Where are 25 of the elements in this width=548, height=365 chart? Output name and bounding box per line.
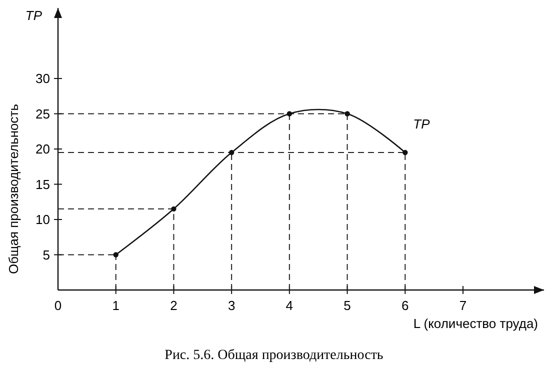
y-tick-label: 15 bbox=[36, 176, 50, 192]
point bbox=[344, 111, 350, 116]
text: Рис. 5.6. Общая производительность bbox=[164, 348, 384, 363]
x-tick-label: 6 bbox=[402, 298, 409, 313]
y-tick-label: 20 bbox=[36, 142, 50, 156]
point bbox=[171, 206, 176, 212]
y-tick-label: 10 bbox=[36, 212, 50, 227]
y-axis-title: Общая производительность bbox=[6, 104, 21, 274]
point bbox=[402, 150, 408, 156]
x-axis-title: L (количество труда) bbox=[413, 316, 538, 331]
x-tick-label: 3 bbox=[228, 298, 236, 313]
x-tick-label: 4 bbox=[286, 298, 294, 313]
y-tick-label: 30 bbox=[36, 71, 50, 86]
y-tick-label: 5 bbox=[42, 247, 50, 262]
text: TP bbox=[25, 8, 42, 23]
x-tick-label: 5 bbox=[344, 298, 351, 313]
x-tick-label: 1 bbox=[112, 298, 120, 313]
x-tick-label: 2 bbox=[170, 298, 178, 313]
series-label: TP bbox=[413, 116, 430, 132]
x-tick-label: 7 bbox=[459, 298, 467, 313]
point bbox=[113, 252, 118, 258]
y-tick-label: 25 bbox=[36, 106, 50, 122]
point bbox=[286, 111, 292, 116]
x-tick-label: 0 bbox=[54, 298, 62, 313]
point bbox=[228, 150, 234, 156]
